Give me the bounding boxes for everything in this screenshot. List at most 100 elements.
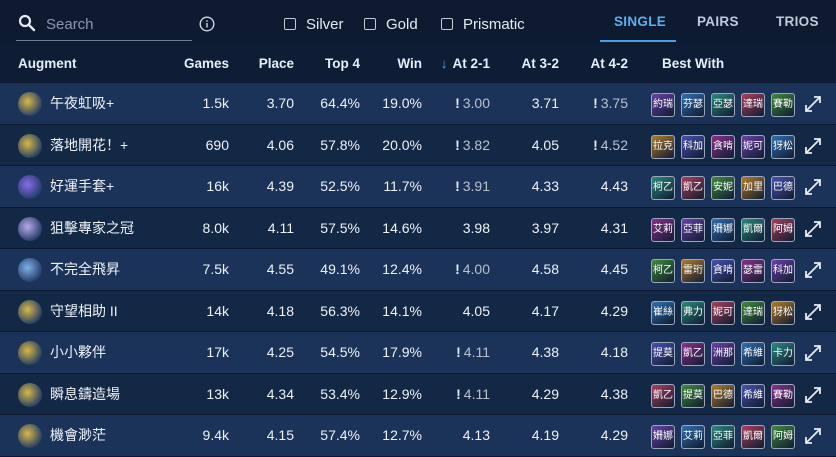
expand-icon[interactable] bbox=[805, 345, 821, 361]
table-row[interactable]: 機會渺茫 9.4k 4.15 57.4% 12.7% 4.13 4.19 4.29 姍娜 艾莉 亞菲… bbox=[0, 415, 836, 457]
unit-portrait[interactable]: 瑟雷 bbox=[741, 259, 765, 283]
table-row[interactable]: 守望相助 II 14k 4.18 56.3% 14.1% 4.05 4.17 4.29 崔絲 弗力… bbox=[0, 290, 836, 332]
search-box[interactable] bbox=[16, 10, 192, 41]
augment-name[interactable]: 好運手套+ bbox=[50, 178, 115, 194]
unit-portrait[interactable]: 巴德 bbox=[771, 176, 795, 200]
col-at21[interactable]: ↓ At 2-1 bbox=[441, 46, 490, 82]
low-sample-warning-icon: ! bbox=[455, 95, 460, 111]
unit-portrait[interactable]: 卡力 bbox=[771, 342, 795, 366]
unit-portrait[interactable]: 賽勒 bbox=[771, 383, 795, 408]
col-at42[interactable]: At 4-2 bbox=[590, 56, 628, 71]
unit-portrait[interactable]: 凱爾 bbox=[741, 217, 765, 242]
unit-portrait[interactable]: 柯乙 bbox=[651, 259, 675, 283]
tab-single[interactable]: SINGLE bbox=[614, 14, 667, 29]
unit-portrait[interactable]: 芬瑟 bbox=[681, 93, 705, 117]
unit-portrait[interactable]: 阿姆 bbox=[771, 425, 795, 449]
unit-portrait[interactable]: 巴德 bbox=[711, 383, 735, 408]
gold-checkbox[interactable] bbox=[364, 18, 376, 30]
augment-name[interactable]: 落地開花！+ bbox=[50, 136, 129, 153]
col-at32[interactable]: At 3-2 bbox=[521, 56, 559, 71]
unit-portrait[interactable]: 亞菲 bbox=[711, 425, 735, 449]
col-win[interactable]: Win bbox=[397, 56, 422, 71]
unit-portrait[interactable]: 柯乙 bbox=[651, 176, 675, 200]
unit-portrait[interactable]: 弗力 bbox=[681, 300, 705, 325]
unit-portrait[interactable]: 凱乙 bbox=[681, 342, 705, 366]
augment-name[interactable]: 不完全飛昇 bbox=[50, 261, 120, 277]
table-row[interactable]: 瞬息鑄造場 13k 4.34 53.4% 12.9%! 4.11 4.29 4.38 凱乙 提莫巴… bbox=[0, 373, 836, 415]
table-row[interactable]: 好運手套+ 16k 4.39 52.5% 11.7%! 3.91 4.33 4.43 柯乙 凱乙安… bbox=[0, 166, 836, 208]
augment-name[interactable]: 午夜虹吸+ bbox=[50, 95, 115, 111]
unit-portrait[interactable]: 加里 bbox=[741, 176, 765, 200]
augment-name[interactable]: 瞬息鑄造場 bbox=[50, 385, 120, 402]
unit-portrait[interactable]: 希維 bbox=[741, 342, 765, 366]
augment-name[interactable]: 狙擊專家之冠 bbox=[50, 219, 134, 236]
unit-portrait[interactable]: 約瑞 bbox=[651, 93, 675, 117]
unit-portrait[interactable]: 賽勒 bbox=[771, 93, 795, 117]
tab-pairs[interactable]: PAIRS bbox=[697, 14, 739, 29]
col-top4[interactable]: Top 4 bbox=[325, 56, 360, 71]
unit-portrait[interactable]: 提莫 bbox=[681, 383, 705, 408]
row-divider bbox=[0, 165, 836, 166]
unit-portrait[interactable]: 阿姆 bbox=[771, 217, 795, 242]
expand-icon[interactable] bbox=[805, 96, 821, 112]
expand-icon[interactable] bbox=[805, 428, 821, 444]
unit-portrait[interactable]: 科加 bbox=[681, 134, 705, 159]
filter-gold[interactable]: Gold bbox=[364, 15, 418, 33]
info-icon[interactable] bbox=[199, 16, 215, 32]
unit-portrait[interactable]: 妮可 bbox=[711, 300, 735, 325]
augment-name[interactable]: 小小夥伴 bbox=[50, 344, 106, 360]
unit-portrait[interactable]: 達瑞 bbox=[741, 300, 765, 325]
unit-portrait[interactable]: 姍娜 bbox=[711, 217, 735, 242]
table-row[interactable]: 小小夥伴 17k 4.25 54.5% 17.9%! 4.11 4.38 4.18 提莫 凱乙 洲那… bbox=[0, 332, 836, 374]
col-games[interactable]: Games bbox=[183, 56, 229, 71]
unit-portrait[interactable]: 提莫 bbox=[651, 342, 675, 366]
unit-portrait[interactable]: 科加 bbox=[771, 259, 795, 283]
at32-number: 4.29 bbox=[531, 385, 559, 402]
expand-icon[interactable] bbox=[805, 137, 821, 154]
unit-portrait[interactable]: 希維 bbox=[741, 383, 765, 408]
unit-portrait[interactable]: 妮可 bbox=[741, 134, 765, 159]
augment-name[interactable]: 守望相助 II bbox=[50, 302, 118, 319]
unit-portrait[interactable]: 凱爾 bbox=[741, 425, 765, 449]
table-row[interactable]: 狙擊專家之冠 8.0k 4.11 57.5% 14.6% 3.98 3.97 4.31 艾莉 亞菲… bbox=[0, 207, 836, 249]
augment-name[interactable]: 機會渺茫 bbox=[50, 427, 106, 443]
unit-portrait[interactable]: 雷珩 bbox=[681, 259, 705, 283]
prismatic-checkbox[interactable] bbox=[441, 18, 453, 30]
unit-portrait[interactable]: 凱乙 bbox=[681, 176, 705, 200]
tab-trios[interactable]: TRIOS bbox=[776, 14, 819, 29]
col-place[interactable]: Place bbox=[258, 56, 294, 71]
table-row[interactable]: 午夜虹吸+ 1.5k 3.70 64.4% 19.0%! 3.00 3.71! 3.75 約瑞芬… bbox=[0, 83, 836, 125]
unit-portrait[interactable]: 艾莉 bbox=[651, 217, 675, 242]
unit-portrait[interactable]: 洲那 bbox=[711, 342, 735, 366]
win-value: 11.7% bbox=[383, 178, 422, 194]
unit-portrait[interactable]: 安妮 bbox=[711, 176, 735, 200]
unit-portrait[interactable]: 貪啃 bbox=[711, 134, 735, 159]
filter-prismatic[interactable]: Prismatic bbox=[441, 15, 525, 33]
unit-portrait[interactable]: 亞瑟 bbox=[711, 93, 735, 117]
unit-portrait[interactable]: 崔絲 bbox=[651, 300, 675, 325]
at21-number: 4.11 bbox=[463, 344, 490, 360]
unit-portrait[interactable]: 艾莉 bbox=[681, 425, 705, 449]
at21-value: ! 3.00 bbox=[455, 83, 490, 124]
col-augment[interactable]: Augment bbox=[18, 56, 77, 71]
unit-portrait[interactable]: 犽松 bbox=[771, 300, 795, 325]
expand-icon[interactable] bbox=[805, 303, 821, 320]
win-value: 14.6% bbox=[382, 219, 422, 236]
silver-checkbox[interactable] bbox=[284, 18, 296, 30]
unit-portrait[interactable]: 亞菲 bbox=[681, 217, 705, 242]
unit-portrait[interactable]: 凱乙 bbox=[651, 383, 675, 408]
table-row[interactable]: 不完全飛昇 7.5k 4.55 49.1% 12.4%! 4.00 4.58 4.45 柯乙 雷珩… bbox=[0, 249, 836, 291]
unit-portrait[interactable]: 犽松 bbox=[771, 134, 795, 159]
filter-silver[interactable]: Silver bbox=[284, 15, 344, 33]
expand-icon[interactable] bbox=[805, 220, 821, 237]
expand-icon[interactable] bbox=[805, 386, 821, 403]
search-input[interactable] bbox=[44, 12, 188, 36]
best-with-units: 柯乙 凱乙 安妮 加里 巴德 bbox=[651, 176, 801, 200]
expand-icon[interactable] bbox=[805, 262, 821, 278]
unit-portrait[interactable]: 貪啃 bbox=[711, 259, 735, 283]
unit-portrait[interactable]: 達瑞 bbox=[741, 93, 765, 117]
table-row[interactable]: 落地開花！+ 690 4.06 57.8% 20.0%! 3.82 4.05! 4.52 拉克科… bbox=[0, 124, 836, 166]
unit-portrait[interactable]: 姍娜 bbox=[651, 425, 675, 449]
unit-portrait[interactable]: 拉克 bbox=[651, 134, 675, 159]
expand-icon[interactable] bbox=[805, 179, 821, 195]
